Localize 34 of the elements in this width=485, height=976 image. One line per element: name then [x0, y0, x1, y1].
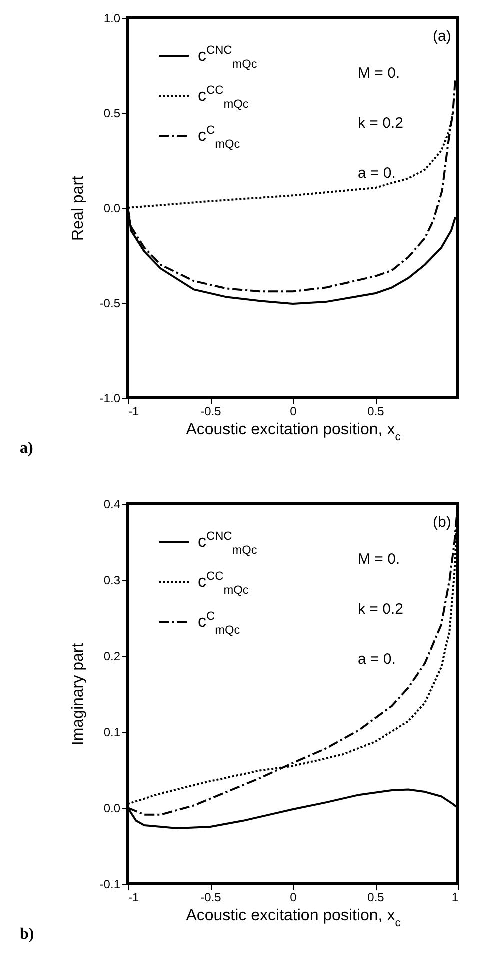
annotation: k = 0.2 — [358, 601, 404, 618]
annotation: (b) — [433, 514, 452, 531]
annotation: a = 0. — [358, 651, 396, 668]
y-tick-label: 0.0 — [104, 802, 121, 816]
x-tick-label: -1 — [128, 404, 140, 418]
x-tick-label: 0 — [290, 890, 298, 904]
x-tick-label: -0.5 — [200, 890, 222, 904]
y-tick-label: -0.1 — [100, 878, 121, 892]
y-tick-label: -0.5 — [100, 296, 121, 310]
y-tick-label: 0.3 — [104, 574, 121, 588]
y-tick-label: 0.4 — [104, 498, 121, 512]
y-axis-title: Real part — [70, 175, 87, 241]
annotation: a = 0. — [358, 165, 396, 182]
x-tick-label: 0.5 — [368, 404, 385, 418]
x-tick-label: 0 — [290, 404, 298, 418]
y-tick-label: 1.0 — [104, 12, 121, 26]
annotation: (a) — [433, 28, 452, 45]
x-tick-label: 1 — [452, 890, 459, 904]
annotation: M = 0. — [358, 65, 400, 82]
x-axis-title: Acoustic excitation position, x$_{c}$ — [186, 908, 402, 930]
x-tick-label: 0.5 — [368, 890, 385, 904]
x-axis-title: Acoustic excitation position, x$_{c}$ — [186, 422, 402, 444]
x-tick-label: -0.5 — [200, 404, 222, 418]
y-tick-label: 0.5 — [104, 106, 121, 120]
text: a) — [20, 440, 34, 457]
y-tick-label: 0.1 — [104, 726, 121, 740]
x-tick-label: -1 — [128, 890, 140, 904]
annotation: k = 0.2 — [358, 115, 404, 132]
y-tick-label: -1.0 — [100, 392, 121, 406]
y-tick-label: 0.0 — [104, 202, 121, 216]
y-tick-label: 0.2 — [104, 650, 121, 664]
y-axis-title: Imaginary part — [70, 642, 87, 746]
annotation: M = 0. — [358, 551, 400, 568]
text: b) — [20, 926, 34, 943]
